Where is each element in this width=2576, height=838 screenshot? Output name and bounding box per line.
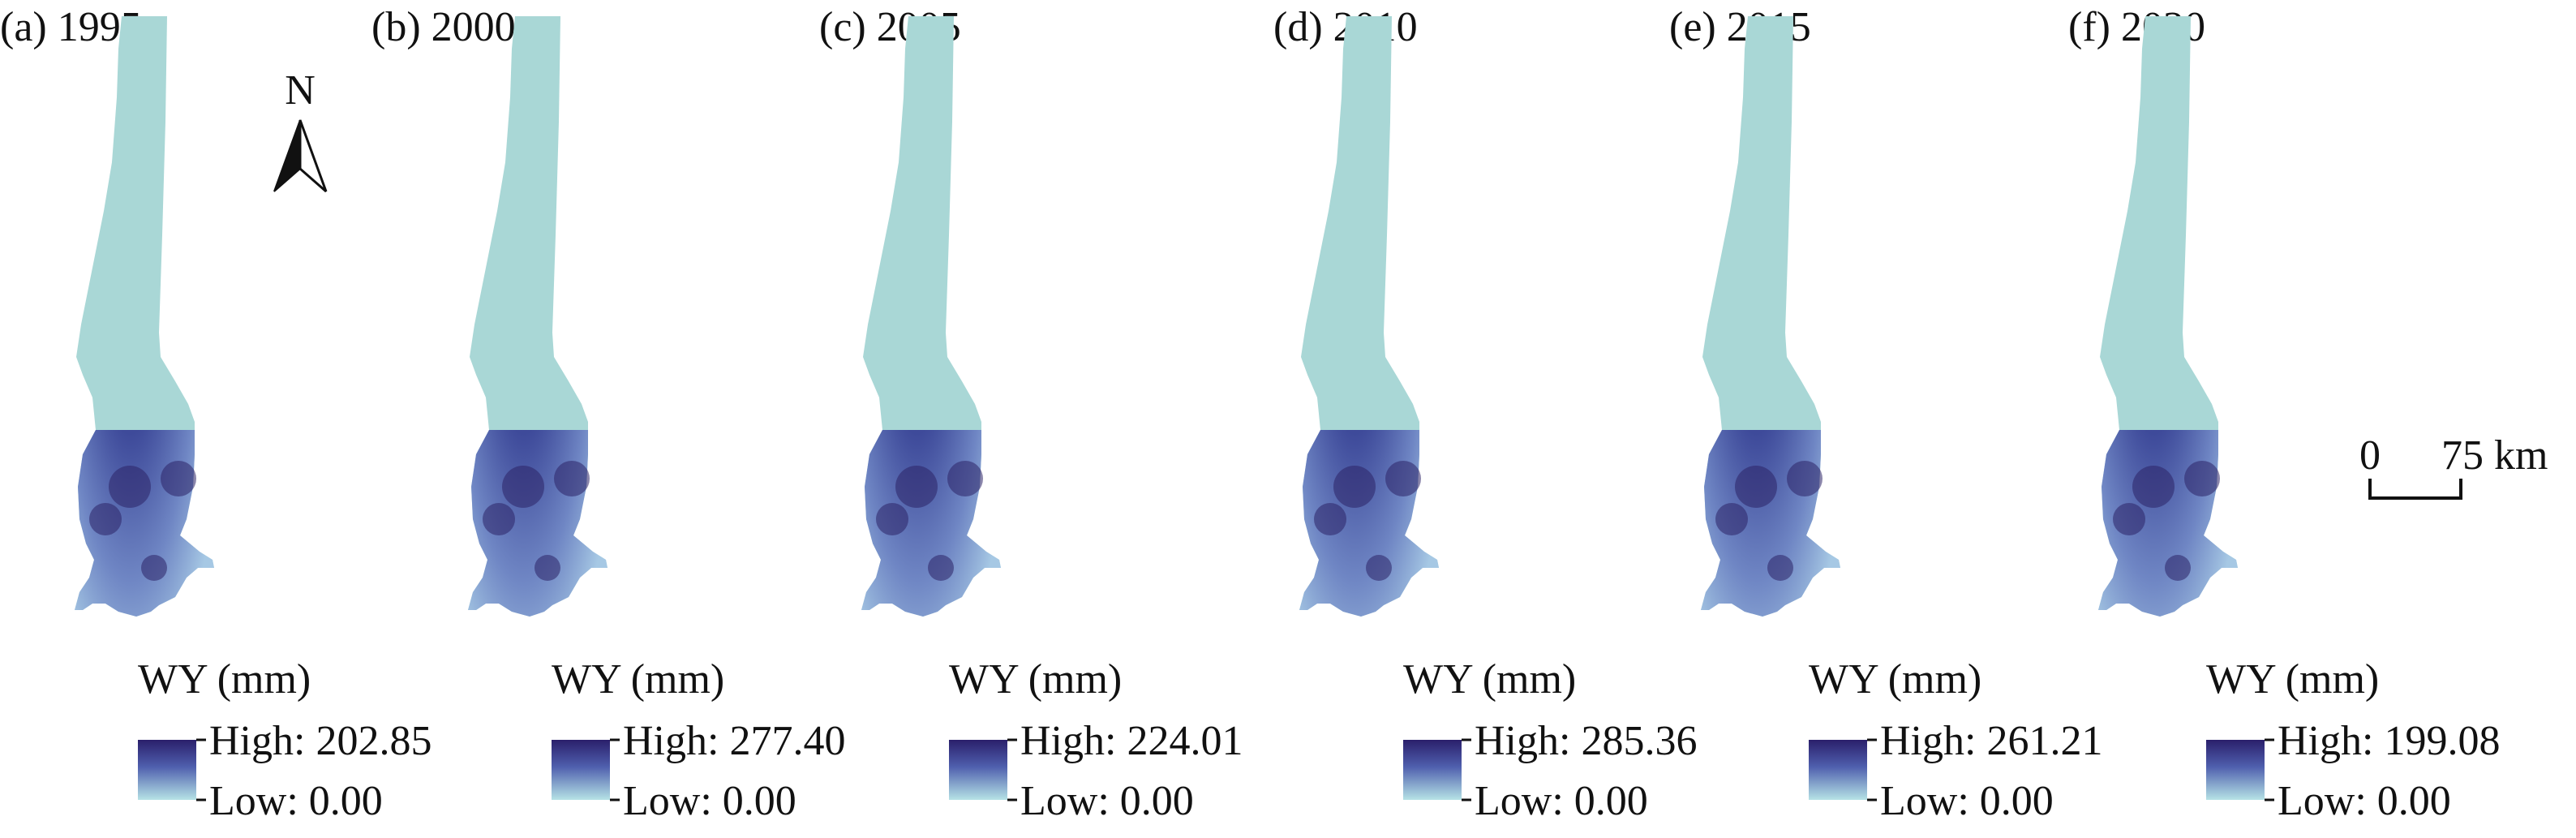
legend-title: WY (mm): [1809, 656, 1981, 703]
panel-title: (b) 2000: [371, 4, 516, 50]
scale-bar: 0 75 km: [2359, 432, 2548, 500]
scale-bar-end: 75 km: [2441, 432, 2548, 479]
high-yield-patch: [109, 466, 151, 508]
high-yield-patch: [1333, 466, 1376, 508]
north-arrow-letter: N: [285, 67, 316, 114]
study-area-map: [468, 16, 608, 617]
legend-title: WY (mm): [138, 656, 311, 703]
legend-color-ramp: [1403, 740, 1462, 800]
legend-color-ramp: [138, 740, 196, 800]
legend-low-label: Low: 0.00: [1475, 778, 1648, 824]
high-yield-patch: [876, 503, 908, 535]
high-yield-patch: [1735, 466, 1777, 508]
high-yield-patch: [895, 466, 938, 508]
high-yield-patch: [141, 555, 167, 581]
scale-bar-start: 0: [2359, 432, 2381, 479]
legend-low-label: Low: 0.00: [2278, 778, 2451, 824]
legend-color-ramp: [552, 740, 610, 800]
legend-color-ramp: [949, 740, 1007, 800]
legend-low-label: Low: 0.00: [1880, 778, 2054, 824]
legend-title: WY (mm): [949, 656, 1122, 703]
legend-high-label: High: 202.85: [209, 718, 431, 764]
high-yield-patch: [89, 503, 122, 535]
north-arrow: N: [273, 67, 328, 193]
high-yield-patch: [2113, 503, 2145, 535]
legend-high-label: High: 277.40: [623, 718, 845, 764]
study-area-map: [75, 16, 214, 617]
legend-color-ramp: [1809, 740, 1867, 800]
high-yield-patch: [1385, 461, 1421, 496]
high-yield-patch: [483, 503, 515, 535]
legend-high-label: High: 285.36: [1475, 718, 1697, 764]
study-area-map: [1299, 16, 1439, 617]
panel-title: (a) 1995: [0, 4, 142, 50]
legend-high-label: High: 224.01: [1020, 718, 1243, 764]
north-arrow-icon-outline: [298, 119, 328, 193]
scale-bar-line: [2368, 479, 2462, 500]
high-yield-patch: [1314, 503, 1346, 535]
high-yield-patch: [535, 555, 560, 581]
high-yield-patch: [1767, 555, 1793, 581]
map-panel: (b) 2000 WY (mm) High: 277.40 Low: 0.00: [371, 4, 845, 824]
high-yield-patch: [928, 555, 954, 581]
high-yield-patch: [2132, 466, 2175, 508]
legend-low-label: Low: 0.00: [209, 778, 383, 824]
legend-high-label: High: 199.08: [2278, 718, 2500, 764]
high-yield-patch: [1366, 555, 1392, 581]
high-yield-patch: [161, 461, 196, 496]
high-yield-patch: [502, 466, 544, 508]
legend-title: WY (mm): [552, 656, 724, 703]
study-area-map: [2098, 16, 2238, 617]
legend-high-label: High: 261.21: [1880, 718, 2102, 764]
map-panel: (a) 1995 WY (mm) High: 202.85 Low: 0.00: [0, 4, 431, 824]
high-yield-patch: [554, 461, 590, 496]
high-yield-patch: [2165, 555, 2191, 581]
high-yield-patch: [1715, 503, 1748, 535]
high-yield-patch: [947, 461, 983, 496]
legend-title: WY (mm): [2206, 656, 2379, 703]
legend-title: WY (mm): [1403, 656, 1576, 703]
high-yield-patch: [2184, 461, 2220, 496]
legend-color-ramp: [2206, 740, 2265, 800]
legend-low-label: Low: 0.00: [623, 778, 796, 824]
legend-low-label: Low: 0.00: [1020, 778, 1194, 824]
high-yield-patch: [1787, 461, 1823, 496]
study-area-map: [1701, 16, 1840, 617]
study-area-map: [861, 16, 1001, 617]
north-arrow-icon: [273, 119, 301, 192]
